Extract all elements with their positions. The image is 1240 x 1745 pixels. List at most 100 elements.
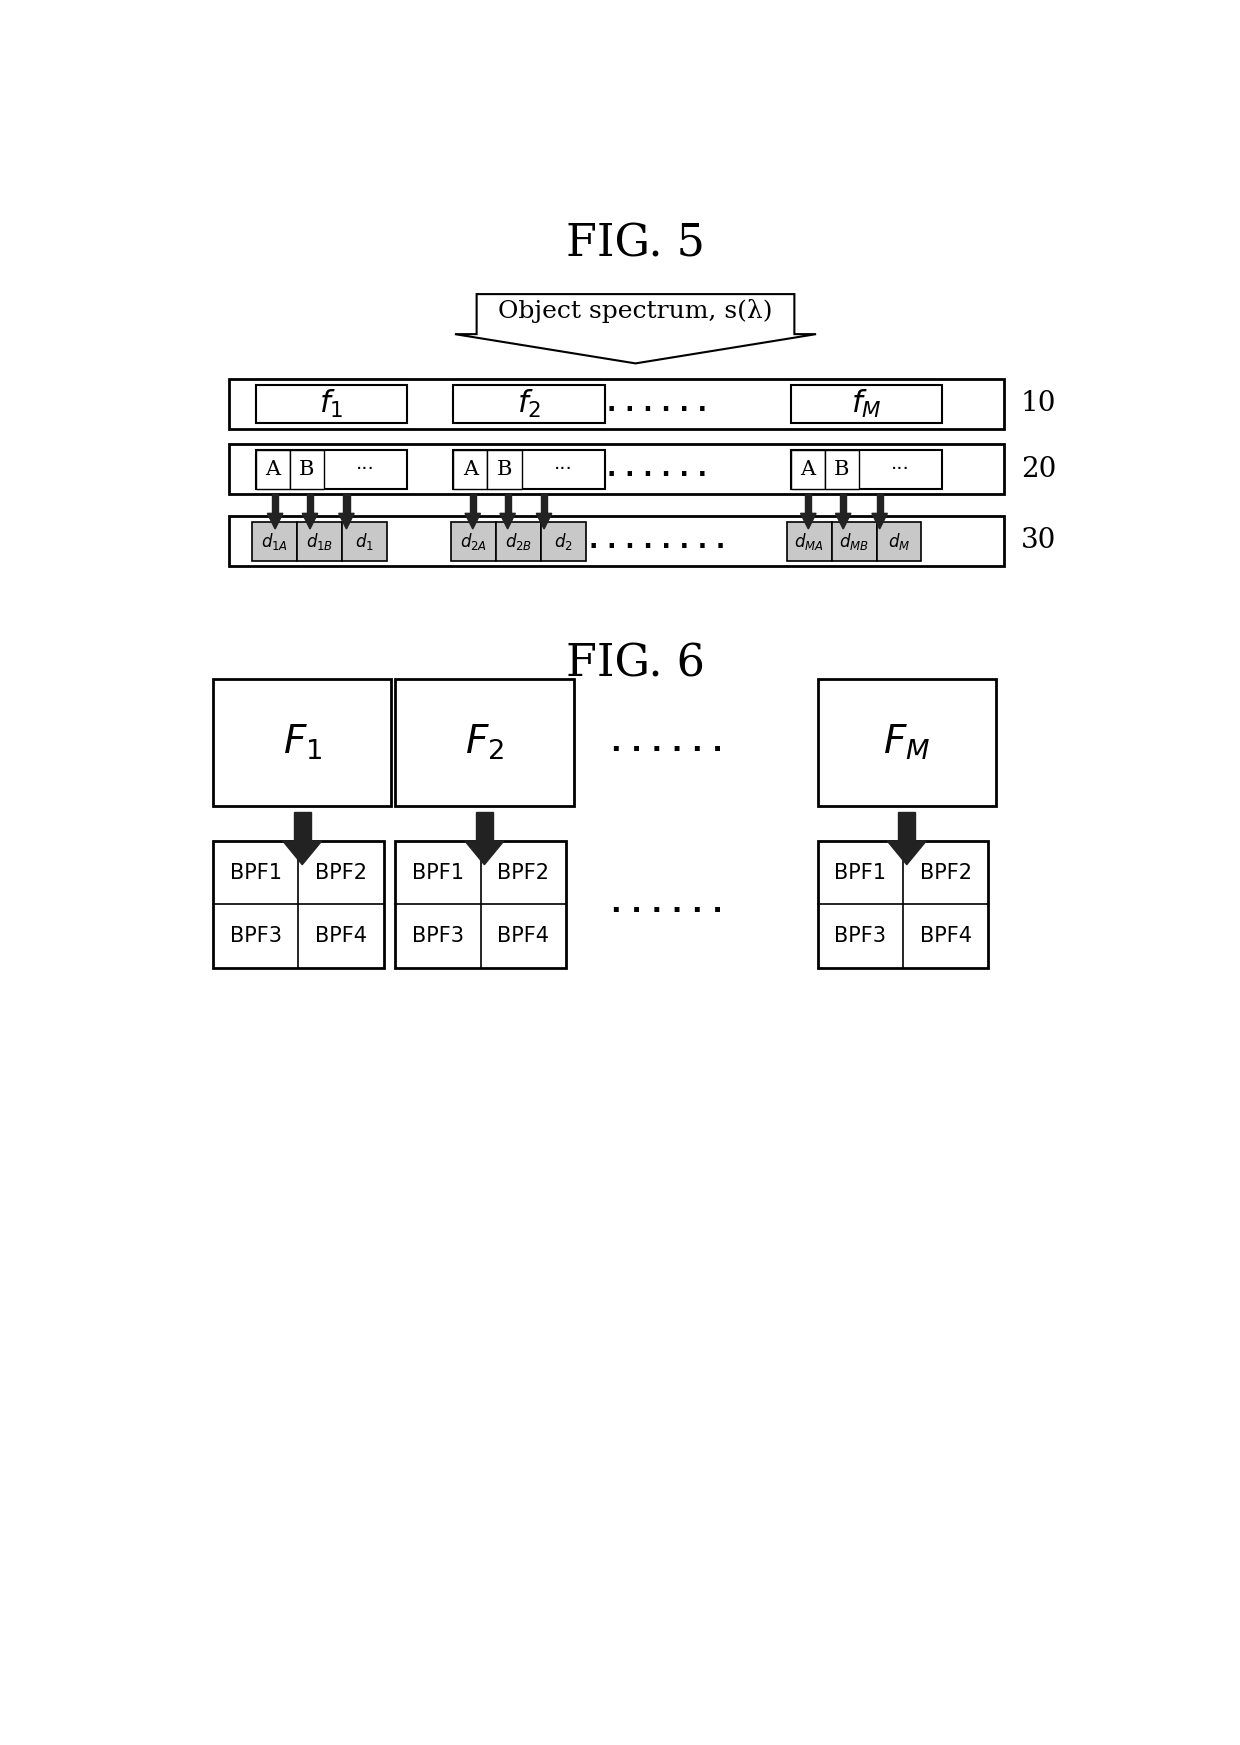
Text: $d_{2B}$: $d_{2B}$ — [505, 530, 532, 551]
Bar — [342, 522, 387, 560]
Text: . . . . . . . .: . . . . . . . . — [589, 529, 725, 553]
Bar — [396, 679, 573, 806]
Text: $f_M$: $f_M$ — [851, 387, 882, 421]
Polygon shape — [455, 295, 816, 363]
Text: FIG. 6: FIG. 6 — [567, 642, 704, 686]
Polygon shape — [306, 494, 312, 513]
Text: . . . . . .: . . . . . . — [610, 729, 723, 757]
Bar — [877, 522, 921, 560]
Bar — [454, 450, 487, 489]
Bar — [296, 522, 342, 560]
Text: $F_2$: $F_2$ — [465, 722, 503, 763]
Polygon shape — [898, 813, 915, 841]
Polygon shape — [465, 513, 481, 529]
Bar — [228, 517, 1003, 565]
Text: B: B — [497, 461, 512, 480]
Text: $d_{MB}$: $d_{MB}$ — [839, 530, 869, 551]
Text: $F_M$: $F_M$ — [883, 722, 930, 763]
Bar — [213, 679, 392, 806]
Polygon shape — [470, 494, 476, 513]
Text: $f_2$: $f_2$ — [517, 387, 541, 421]
Bar — [817, 841, 988, 968]
Text: A: A — [265, 461, 280, 480]
Polygon shape — [505, 494, 511, 513]
Text: $d_{MA}$: $d_{MA}$ — [795, 530, 823, 551]
Text: $d_{2A}$: $d_{2A}$ — [460, 530, 487, 551]
Bar — [255, 386, 407, 424]
Text: . . . . . .: . . . . . . — [608, 457, 707, 482]
Text: BPF3: BPF3 — [229, 927, 281, 946]
Polygon shape — [541, 494, 547, 513]
Polygon shape — [294, 813, 311, 841]
Polygon shape — [476, 813, 494, 841]
Text: BPF2: BPF2 — [497, 862, 549, 883]
Polygon shape — [500, 513, 516, 529]
Bar — [541, 522, 587, 560]
Text: BPF2: BPF2 — [920, 862, 971, 883]
Text: Object spectrum, s(λ): Object spectrum, s(λ) — [498, 298, 773, 323]
Polygon shape — [536, 513, 552, 529]
Polygon shape — [872, 513, 888, 529]
Text: $d_2$: $d_2$ — [554, 530, 573, 551]
Bar — [255, 450, 290, 489]
Bar — [786, 522, 832, 560]
Bar — [832, 522, 877, 560]
Bar — [454, 450, 605, 489]
Bar — [496, 522, 541, 560]
Polygon shape — [888, 841, 926, 866]
Bar — [228, 379, 1003, 429]
Text: BPF1: BPF1 — [412, 862, 464, 883]
Bar — [817, 679, 996, 806]
Bar — [487, 450, 522, 489]
Polygon shape — [272, 494, 278, 513]
Bar — [252, 522, 296, 560]
Bar — [213, 841, 383, 968]
Bar — [255, 450, 407, 489]
Text: $d_{1A}$: $d_{1A}$ — [260, 530, 288, 551]
Bar — [825, 450, 858, 489]
Text: 30: 30 — [1021, 527, 1056, 555]
Polygon shape — [339, 513, 355, 529]
Bar — [396, 841, 565, 968]
Text: $d_{1B}$: $d_{1B}$ — [306, 530, 332, 551]
Text: A: A — [800, 461, 815, 480]
Polygon shape — [268, 513, 283, 529]
Polygon shape — [801, 513, 816, 529]
Polygon shape — [805, 494, 811, 513]
Bar — [454, 386, 605, 424]
Polygon shape — [283, 841, 321, 866]
Polygon shape — [836, 513, 851, 529]
Text: 10: 10 — [1021, 391, 1056, 417]
Polygon shape — [841, 494, 847, 513]
Text: $d_M$: $d_M$ — [888, 530, 910, 551]
Polygon shape — [465, 841, 503, 866]
Text: $d_1$: $d_1$ — [355, 530, 373, 551]
Text: $F_1$: $F_1$ — [283, 722, 322, 763]
Text: BPF3: BPF3 — [835, 927, 887, 946]
Text: FIG. 5: FIG. 5 — [567, 222, 704, 265]
Bar — [791, 450, 941, 489]
Text: BPF2: BPF2 — [315, 862, 367, 883]
Bar — [290, 450, 324, 489]
Text: . . . . . .: . . . . . . — [608, 393, 707, 415]
Polygon shape — [303, 513, 317, 529]
Text: BPF3: BPF3 — [412, 927, 464, 946]
Polygon shape — [343, 494, 350, 513]
Text: . . . . . .: . . . . . . — [610, 890, 723, 918]
Bar — [791, 450, 825, 489]
Bar — [791, 386, 941, 424]
Text: BPF4: BPF4 — [315, 927, 367, 946]
Text: A: A — [463, 461, 477, 480]
Text: B: B — [299, 461, 315, 480]
Text: ···: ··· — [890, 461, 909, 480]
Text: $f_1$: $f_1$ — [319, 387, 343, 421]
Text: BPF4: BPF4 — [497, 927, 549, 946]
Text: BPF1: BPF1 — [229, 862, 281, 883]
Text: BPF1: BPF1 — [835, 862, 887, 883]
Text: B: B — [835, 461, 849, 480]
Polygon shape — [877, 494, 883, 513]
Text: ···: ··· — [356, 461, 374, 480]
Text: BPF4: BPF4 — [920, 927, 971, 946]
Bar — [228, 445, 1003, 494]
Bar — [451, 522, 496, 560]
